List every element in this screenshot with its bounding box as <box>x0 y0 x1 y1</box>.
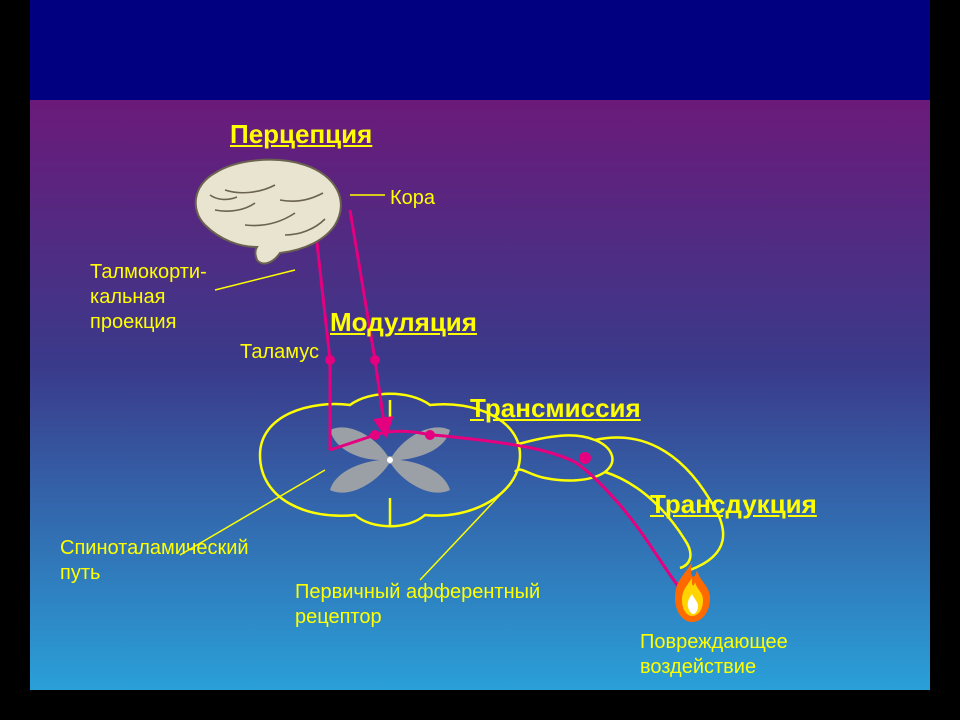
label-cortex: Кора <box>390 186 435 211</box>
label-thalamocortical: Талмокорти- кальная проекция <box>90 260 207 335</box>
label-afferent: Первичный афферентный рецептор <box>295 580 540 630</box>
brain-icon <box>185 155 355 270</box>
diagram-canvas: Перцепция Модуляция Трансмиссия Трансдук… <box>30 100 930 690</box>
heading-transmission: Трансмиссия <box>470 392 641 425</box>
title-header <box>30 0 930 100</box>
flame-icon <box>665 560 720 625</box>
label-noxious: Повреждающее воздействие <box>640 630 788 680</box>
label-thalamus: Таламус <box>240 340 319 365</box>
label-spinothalamic: Спиноталамический путь <box>60 536 249 586</box>
heading-perception: Перцепция <box>230 118 372 151</box>
heading-transduction: Трансдукция <box>650 488 817 521</box>
heading-modulation: Модуляция <box>330 306 477 339</box>
